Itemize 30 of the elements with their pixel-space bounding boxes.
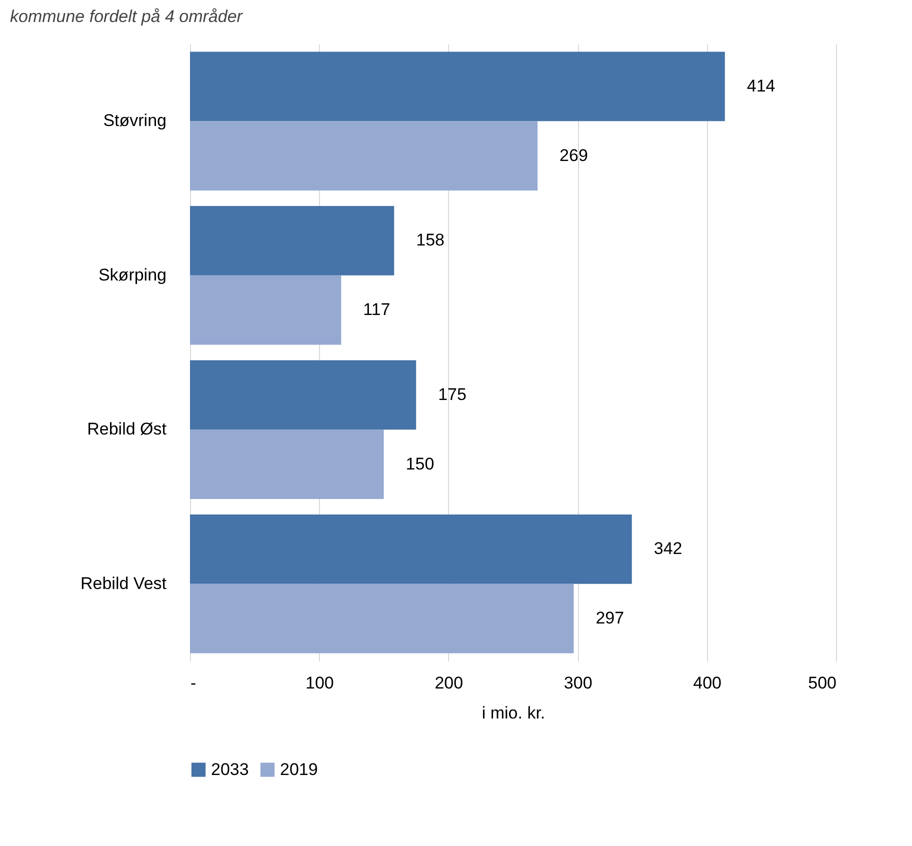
bar — [190, 275, 342, 345]
bar — [190, 584, 574, 654]
data-label: 117 — [363, 300, 390, 320]
x-tick-label: 500 — [808, 674, 836, 692]
x-tick-label: 100 — [306, 674, 334, 692]
data-label: 269 — [560, 146, 588, 165]
x-tick-label: 300 — [564, 674, 592, 692]
x-tick-label: - — [190, 674, 196, 692]
bar — [190, 121, 538, 191]
x-tick-label: 200 — [434, 674, 464, 692]
y-tick-label: Rebild Vest — [80, 574, 167, 593]
data-label: 414 — [746, 76, 776, 96]
bar — [190, 514, 632, 584]
legend-label: 2019 — [280, 760, 318, 779]
data-label: 158 — [416, 230, 445, 250]
data-label: 150 — [406, 454, 434, 474]
data-label: 342 — [654, 539, 682, 558]
bar — [190, 360, 416, 430]
x-tick-label: 400 — [693, 674, 722, 692]
bar — [190, 206, 394, 276]
bar — [190, 430, 384, 500]
y-tick-label: Rebild Øst — [87, 420, 167, 439]
bar — [190, 52, 725, 122]
x-axis-title: i mio. kr. — [482, 704, 546, 722]
legend-label: 2033 — [211, 760, 249, 779]
data-label: 175 — [438, 384, 466, 404]
y-tick-label: Støvring — [103, 111, 166, 130]
chart-title: kommune fordelt på 4 områder — [10, 7, 244, 26]
data-label: 297 — [596, 608, 624, 628]
y-tick-label: Skørping — [98, 265, 166, 284]
